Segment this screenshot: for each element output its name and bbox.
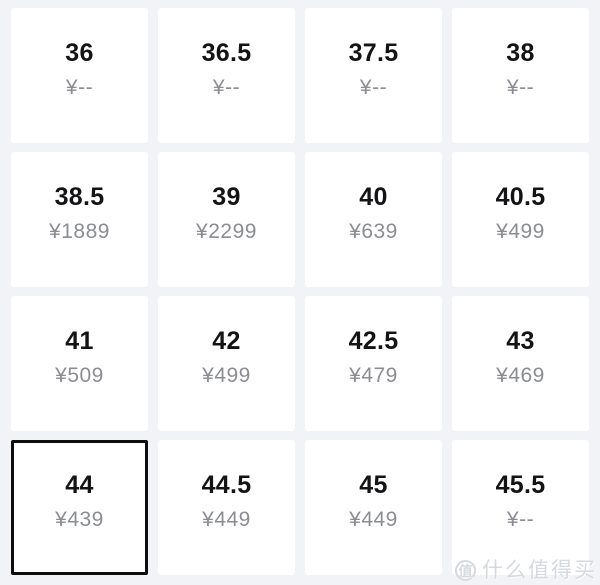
- price-label: ¥--: [506, 508, 535, 531]
- price-label: ¥499: [496, 220, 545, 243]
- price-label: ¥--: [359, 76, 388, 99]
- price-label: ¥449: [202, 508, 251, 531]
- size-option-44.5[interactable]: 44.5 ¥449: [158, 440, 295, 575]
- price-label: ¥--: [65, 76, 94, 99]
- size-label: 40: [359, 183, 388, 211]
- size-option-42[interactable]: 42 ¥499: [158, 296, 295, 431]
- price-label: ¥449: [349, 508, 398, 531]
- price-label: ¥2299: [196, 220, 257, 243]
- size-label: 42.5: [348, 327, 399, 355]
- size-option-40.5[interactable]: 40.5 ¥499: [452, 152, 589, 287]
- size-option-42.5[interactable]: 42.5 ¥479: [305, 296, 442, 431]
- size-label: 41: [65, 327, 94, 355]
- size-option-38.5[interactable]: 38.5 ¥1889: [11, 152, 148, 287]
- size-label: 36.5: [201, 39, 252, 67]
- size-label: 45: [359, 471, 388, 499]
- price-label: ¥639: [349, 220, 398, 243]
- size-option-36[interactable]: 36 ¥--: [11, 8, 148, 143]
- size-option-39[interactable]: 39 ¥2299: [158, 152, 295, 287]
- size-label: 44: [65, 471, 94, 499]
- size-label: 40.5: [495, 183, 546, 211]
- size-option-38[interactable]: 38 ¥--: [452, 8, 589, 143]
- price-label: ¥509: [55, 364, 104, 387]
- size-label: 37.5: [348, 39, 399, 67]
- size-option-45[interactable]: 45 ¥449: [305, 440, 442, 575]
- size-option-44[interactable]: 44 ¥439: [11, 440, 148, 575]
- size-option-45.5[interactable]: 45.5 ¥--: [452, 440, 589, 575]
- size-label: 44.5: [201, 471, 252, 499]
- size-label: 43: [506, 327, 535, 355]
- price-label: ¥499: [202, 364, 251, 387]
- price-label: ¥479: [349, 364, 398, 387]
- size-option-40[interactable]: 40 ¥639: [305, 152, 442, 287]
- price-label: ¥439: [55, 508, 104, 531]
- size-label: 39: [212, 183, 241, 211]
- size-label: 45.5: [495, 471, 546, 499]
- size-label: 38: [506, 39, 535, 67]
- size-option-36.5[interactable]: 36.5 ¥--: [158, 8, 295, 143]
- price-label: ¥--: [506, 76, 535, 99]
- size-option-37.5[interactable]: 37.5 ¥--: [305, 8, 442, 143]
- size-option-43[interactable]: 43 ¥469: [452, 296, 589, 431]
- size-label: 42: [212, 327, 241, 355]
- size-label: 38.5: [54, 183, 105, 211]
- size-option-41[interactable]: 41 ¥509: [11, 296, 148, 431]
- price-label: ¥469: [496, 364, 545, 387]
- price-label: ¥1889: [49, 220, 110, 243]
- price-label: ¥--: [212, 76, 241, 99]
- size-label: 36: [65, 39, 94, 67]
